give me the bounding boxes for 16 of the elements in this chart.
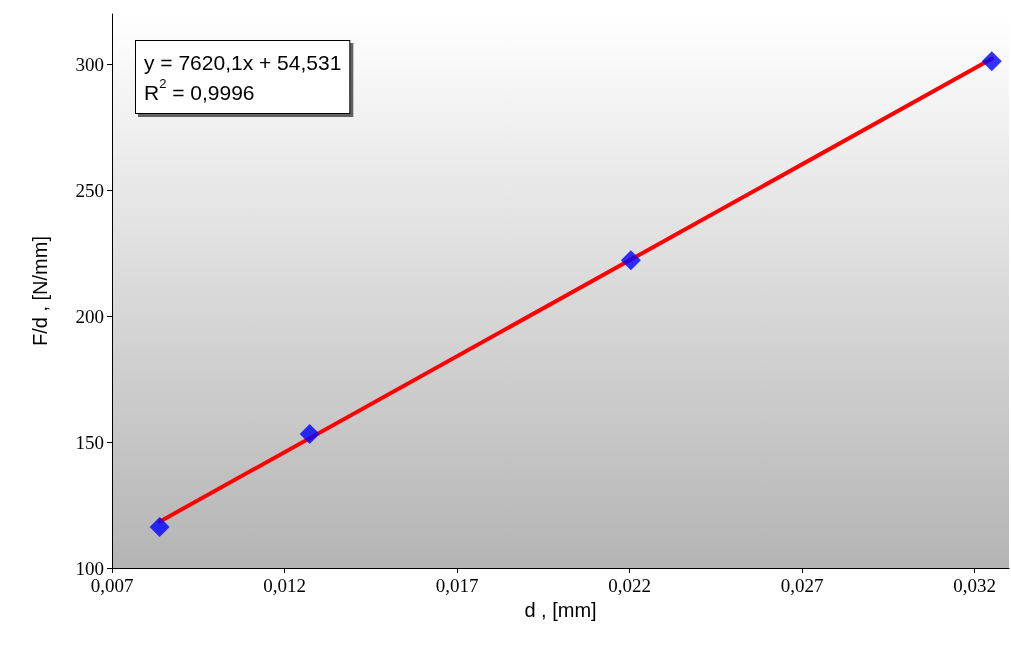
point [620, 250, 641, 271]
annotation: y = 7620,1x + 54,531 [144, 50, 342, 74]
point [981, 51, 1002, 72]
x-tick-label: 0,012 [263, 575, 306, 596]
y-tick-label: 200 [75, 305, 104, 327]
x-tick-label: 0,032 [953, 575, 996, 596]
y-tick-label: 250 [75, 179, 104, 201]
x-tick-label: 0,027 [780, 575, 824, 596]
y-tick-label: 150 [75, 431, 104, 453]
x-tick-label: 0,017 [435, 575, 479, 596]
x-tick-label: 0,022 [608, 575, 651, 596]
y-tick-label: 300 [75, 53, 104, 75]
y-axis-title: F/d , [N/mm] [29, 236, 51, 346]
x-axis-title: d , [mm] [524, 599, 597, 621]
point [149, 516, 170, 537]
point [299, 424, 320, 445]
